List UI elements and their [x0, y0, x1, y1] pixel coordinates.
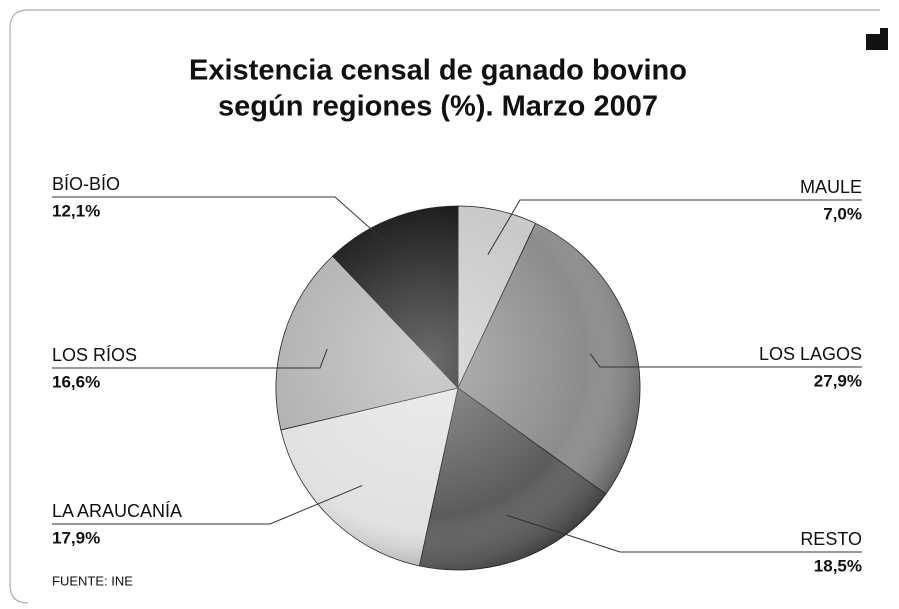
chart-title: Existencia censal de ganado bovino [189, 55, 687, 87]
value-label: 7,0% [823, 204, 862, 223]
source-note: FUENTE: INE [52, 573, 133, 588]
value-label: 27,9% [814, 371, 862, 390]
slice-label: LA ARAUCANÍA [52, 501, 182, 521]
leader-line [506, 514, 862, 553]
slice-label: LOS RÍOS [52, 345, 137, 365]
leader-line [487, 199, 862, 256]
slice-label: MAULE [800, 177, 862, 197]
slice-label: RESTO [800, 529, 862, 549]
labels: MAULE 7,0% LOS LAGOS 27,9% RESTO 18,5% LA ARAU… [52, 174, 862, 575]
frame [9, 9, 880, 604]
slice-label: BÍO-BÍO [52, 174, 120, 194]
pie [275, 205, 641, 571]
slice-label: LOS LAGOS [759, 344, 862, 364]
value-label: 17,9% [52, 528, 100, 547]
value-label: 12,1% [52, 201, 100, 220]
value-label: 18,5% [814, 556, 862, 575]
corner-icon [866, 28, 888, 50]
leader-line [52, 348, 328, 369]
chart-title: según regiones (%). Marzo 2007 [218, 91, 658, 123]
leader-line [52, 484, 363, 525]
leader-line [589, 353, 862, 368]
value-label: 16,6% [52, 372, 100, 391]
leader-line [52, 196, 408, 262]
